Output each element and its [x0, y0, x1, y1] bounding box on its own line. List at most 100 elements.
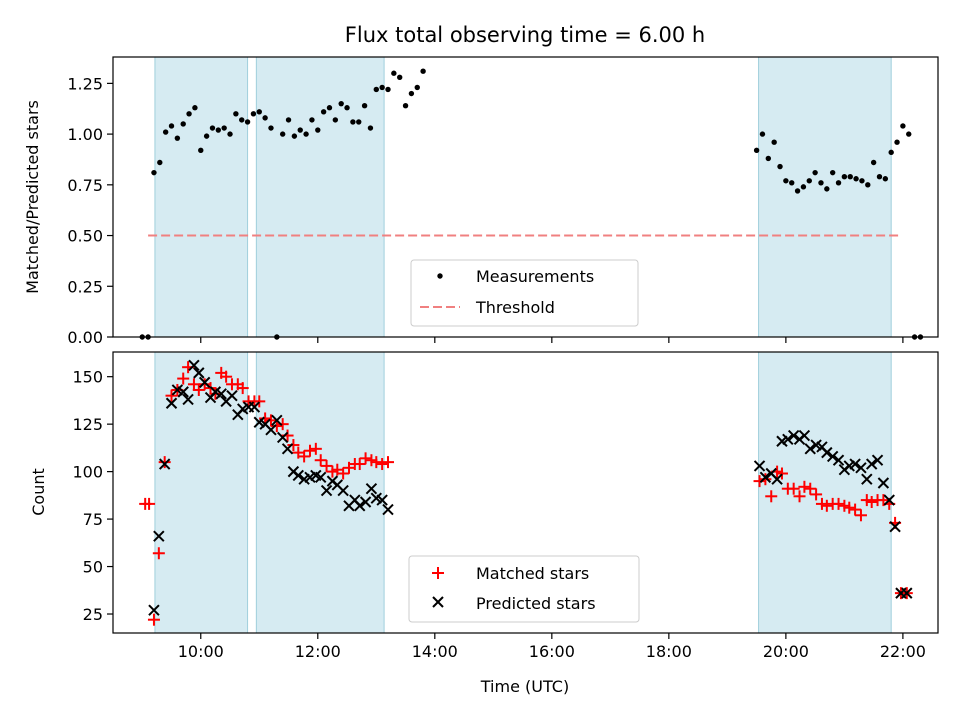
measurement-point [279, 131, 286, 137]
y-tick-label: 0.75 [67, 176, 103, 195]
matched-star-point [832, 497, 845, 510]
legend: Measurements Threshold [410, 259, 639, 327]
x-axis-label: Time (UTC) [480, 677, 569, 696]
matched-star-point [158, 456, 171, 469]
measurement-point [180, 121, 186, 127]
measurement-point [162, 129, 169, 135]
x-tick-label: 12:00 [295, 642, 341, 661]
predicted-star-point [320, 484, 333, 497]
measurement-point [397, 74, 403, 80]
matched-star-point [849, 503, 862, 516]
matched-star-point [753, 475, 766, 488]
matched-star-point [270, 420, 283, 433]
matched-star-point [337, 467, 350, 480]
measurement-point [186, 111, 192, 117]
measurement-point [373, 86, 379, 93]
measurement-point [865, 182, 871, 188]
measurement-point [215, 127, 222, 133]
y-tick-label: 50 [83, 558, 103, 577]
measurement-point [262, 115, 268, 121]
measurement-points [139, 68, 924, 340]
predicted-star-point [382, 503, 394, 516]
matched-star-point [376, 458, 389, 471]
observing-window-0 [154, 56, 249, 338]
measurement-point [256, 109, 262, 115]
predicted-star-point [849, 458, 861, 470]
measurement-point [309, 117, 315, 123]
predicted-star-point [226, 389, 238, 402]
y-tick-label: 0.00 [67, 328, 103, 347]
y-tick-label: 0.50 [67, 227, 103, 246]
measurement-point [841, 174, 848, 180]
predicted-star-point [821, 446, 833, 459]
matched-star-point [798, 480, 811, 493]
predicted-star-point [248, 401, 261, 413]
measurement-point [894, 139, 900, 145]
matched-star-point [765, 490, 778, 503]
measurement-point [338, 100, 344, 107]
predicted-star-point [804, 443, 816, 455]
legend-threshold-label: Threshold [475, 298, 555, 317]
observing-window-1 [255, 351, 385, 634]
measurement-point [853, 176, 859, 182]
matched-star-point [370, 456, 383, 469]
legend: Matched stars Predicted stars [408, 555, 640, 623]
predicted-star-point [901, 587, 913, 599]
measurement-point [233, 111, 239, 117]
matched-star-point [177, 372, 190, 385]
predicted-star-point [188, 359, 200, 371]
predicted-star-point [215, 388, 227, 400]
predicted-star-point [315, 471, 327, 484]
matched-star-point [165, 389, 178, 402]
predicted-star-point [798, 429, 811, 442]
measurement-point [157, 159, 163, 166]
predicted-star-point [281, 443, 294, 455]
observing-windows [154, 56, 892, 338]
predicted-star-point [753, 460, 766, 472]
measurement-point [192, 105, 198, 111]
x-tick-label: 14:00 [412, 642, 458, 661]
measurement-point [870, 159, 877, 166]
predicted-star-point [861, 473, 873, 485]
measurement-point [765, 155, 772, 162]
matched-star-point [320, 459, 333, 472]
measurement-point [900, 123, 906, 129]
measurement-point [753, 147, 760, 154]
measurement-point [771, 139, 777, 145]
matched-star-point [298, 450, 311, 463]
matched-star-point [303, 444, 316, 457]
measurement-point [414, 84, 420, 91]
measurement-point [876, 174, 883, 180]
measurement-point [789, 180, 795, 186]
x-axis-ticks: 10:00 12:00 14:00 16:00 18:00 20:00 22:00 [178, 633, 926, 661]
predicted-star-point [148, 604, 160, 616]
matched-star-point [264, 414, 277, 427]
predicted-star-point [771, 473, 783, 485]
predicted-star-point [865, 458, 878, 470]
measurement-point [315, 127, 321, 133]
measurement-point [350, 119, 356, 125]
legend-matched-marker [432, 567, 444, 579]
measurement-point [906, 131, 912, 137]
measurement-point [391, 70, 397, 76]
matched-star-point [775, 467, 788, 480]
predicted-star-point [871, 454, 884, 466]
predicted-star-point [337, 484, 349, 497]
matched-star-point [759, 473, 772, 486]
predicted-star-point [889, 520, 901, 533]
measurement-point [882, 176, 889, 182]
measurement-point [800, 184, 807, 190]
matched-star-point [865, 495, 878, 508]
matched-star-point [259, 412, 272, 425]
measurement-point [420, 68, 426, 74]
measurement-point [356, 119, 362, 125]
matched-star-point [152, 547, 165, 560]
matched-star-point [820, 499, 833, 512]
matched-star-point [236, 382, 249, 395]
matched-star-point [353, 458, 366, 471]
observing-windows [154, 351, 892, 634]
predicted-star-point [376, 494, 388, 506]
legend-predicted-label: Predicted stars [476, 594, 596, 613]
predicted-star-point [826, 450, 839, 463]
